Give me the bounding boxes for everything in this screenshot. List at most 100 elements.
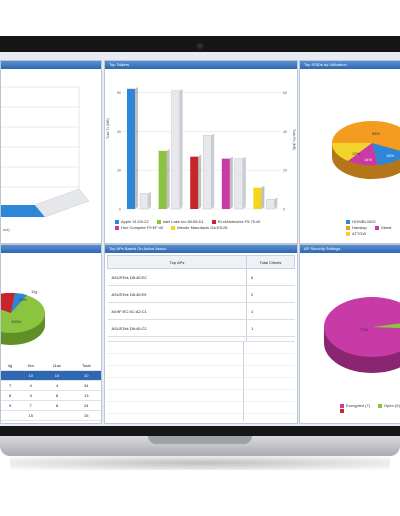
tx-bar-side [229,156,233,209]
top-ssids-title: Top SSIDs by Utilization [300,61,400,69]
tx-bar [190,156,199,209]
rx-bar [139,193,149,210]
tx-bar [221,158,230,209]
ssid-label: 12% [352,151,360,156]
panel-left-stats-header [1,245,101,253]
col-total-clients[interactable]: Total Clients [246,255,295,269]
panel-left-stats: 11g 10% 100% ilg Hm 11ac Total 10 10 10 … [0,244,102,424]
ap-name: 84:9F:EC:5C:A2:C1 [107,302,247,320]
legend-item: Ri-ckNetworks F5:75:40 [211,219,260,224]
ssid-label: 55% [372,131,380,136]
table-row[interactable]: 84:9F:EC:5C:A2:C1 1 [107,302,295,320]
rx-bar-side [242,156,246,209]
left-pie-blue [11,293,27,313]
top-ssids-pie: 55% 12% 14% 18% [331,121,400,179]
legend-item: Intel Lake Inc 80:58:D1 [156,219,204,224]
security-slice-open [372,323,400,329]
legend-item: Apple 31:D0:22 [115,219,149,224]
top-aps-header-row: Top APs Total Clients [107,255,295,269]
left-tick-label: 0 [119,208,121,212]
top-talkers-chart: Total Tx (MB) Total Rx (MB) 60 40 20 0 60 40… [106,86,296,212]
left-pie-red [1,292,15,313]
tx-bar [158,150,167,209]
tx-bar [253,187,262,209]
left-area-blue [1,205,45,217]
left-pie-label: 100% [11,319,22,324]
security-center-label: 71% [360,327,368,332]
top-aps-title: Top APs Based On Active Assoc. [105,245,297,253]
table-row: 7 4 4 34 [1,380,101,391]
rx-bar-side [179,88,183,209]
legend-item: Gbest [374,225,391,230]
stats-header-row: ilg Hm 11ac Total [1,361,101,371]
table-row: 15 15 [1,410,101,421]
panel-left-header [1,61,101,69]
tx-bar-side [261,185,265,209]
ap-name: ASUSTek D8:40:E9 [107,285,247,303]
stats-table: ilg Hm 11ac Total 10 10 10 7 4 4 34 8 4 8 13 9… [1,361,101,423]
aps-column-divider [243,341,244,421]
left-tick-label: 20 [117,169,121,173]
laptop-shadow [10,456,390,470]
right-tick-label: 60 [283,91,287,95]
ssid-slice-blue [372,143,400,165]
tx-bar-side [198,154,202,209]
table-row: 9 7 8 24 [1,400,101,411]
ssid-slice-yellow [331,143,372,161]
security-title: AP Security Settings [300,245,400,253]
rx-bar-side [148,191,151,209]
top-talkers-title: Top Talkers [105,61,297,69]
left-tick-label: 60 [117,91,121,95]
legend-item: Open (9) [378,403,400,408]
table-row: 8 4 8 13 [1,390,101,401]
left-chart-footer: uct) [3,227,10,232]
legend-item: Encrypted (7) [340,403,370,408]
legend-item: Hon Compete F9:EF:40 [115,225,163,230]
laptop-base [0,436,400,456]
rx-bar [171,90,180,210]
left-area-chart: uct) [1,86,90,232]
table-row[interactable]: ASUSTek D8:40:EC 6 [107,268,295,286]
panel-top-talkers: Top Talkers Total Tx (MB) Total Rx (MB) … [104,60,298,244]
right-tick-label: 40 [283,130,287,134]
ap-clients: 1 [246,319,295,337]
table-row[interactable]: ASUSTek D8:40:E9 2 [107,285,295,303]
ssid-slice-magenta [348,143,378,166]
ap-clients: 6 [246,268,295,286]
legend-item: Hanslap [346,225,367,230]
tx-bar [127,88,135,209]
left-pie-label: 11g [31,289,37,294]
rx-bar-side [211,133,215,209]
tx-bar-side [166,148,170,209]
tx-bar-side [135,86,138,209]
top-aps-table: Top APs Total Clients ASUSTek D8:40:EC 6… [107,255,295,354]
legend-item: ATTGW [346,231,366,236]
stats-highlight-row: 10 10 10 [1,370,101,381]
aps-table-empty-area [107,341,295,422]
rx-bar [234,158,244,210]
rx-bar [202,135,212,210]
panel-left-chart: uct) [0,60,102,244]
left-tick-label: 40 [117,130,121,134]
dashboard-screen: uct) Top Talkers Total Tx (MB) Total Rx … [0,52,400,426]
left-pie-label: 10% [19,297,27,302]
rx-bar-side [274,197,278,209]
ap-clients: 1 [246,302,295,320]
rx-bar [266,199,275,210]
ssid-label: 18% [386,153,394,158]
table-row[interactable]: ASUSTek D8:40:C2 1 [107,319,295,337]
right-tick-label: 0 [283,208,285,212]
legend-item [340,409,346,413]
security-pie: 71% [324,297,400,373]
legend-item: HOWBL0002 [346,219,376,224]
left-axis-label: Total Tx (MB) [106,118,110,139]
webcam [197,43,203,49]
ap-name: ASUSTek D8:40:EC [107,268,247,286]
laptop-notch [148,436,252,444]
col-top-aps[interactable]: Top APs [107,255,247,269]
panel-security: AP Security Settings 71% Encrypted (7) O… [299,244,400,424]
panel-top-ssids: Top SSIDs by Utilization 55% 12% 14% 18%… [299,60,400,244]
ap-name: ASUSTek D8:40:C2 [107,319,247,337]
panel-top-aps: Top APs Based On Active Assoc. Top APs T… [104,244,298,424]
legend-item: Mende Manufactu DA:E5:28 [171,225,228,230]
